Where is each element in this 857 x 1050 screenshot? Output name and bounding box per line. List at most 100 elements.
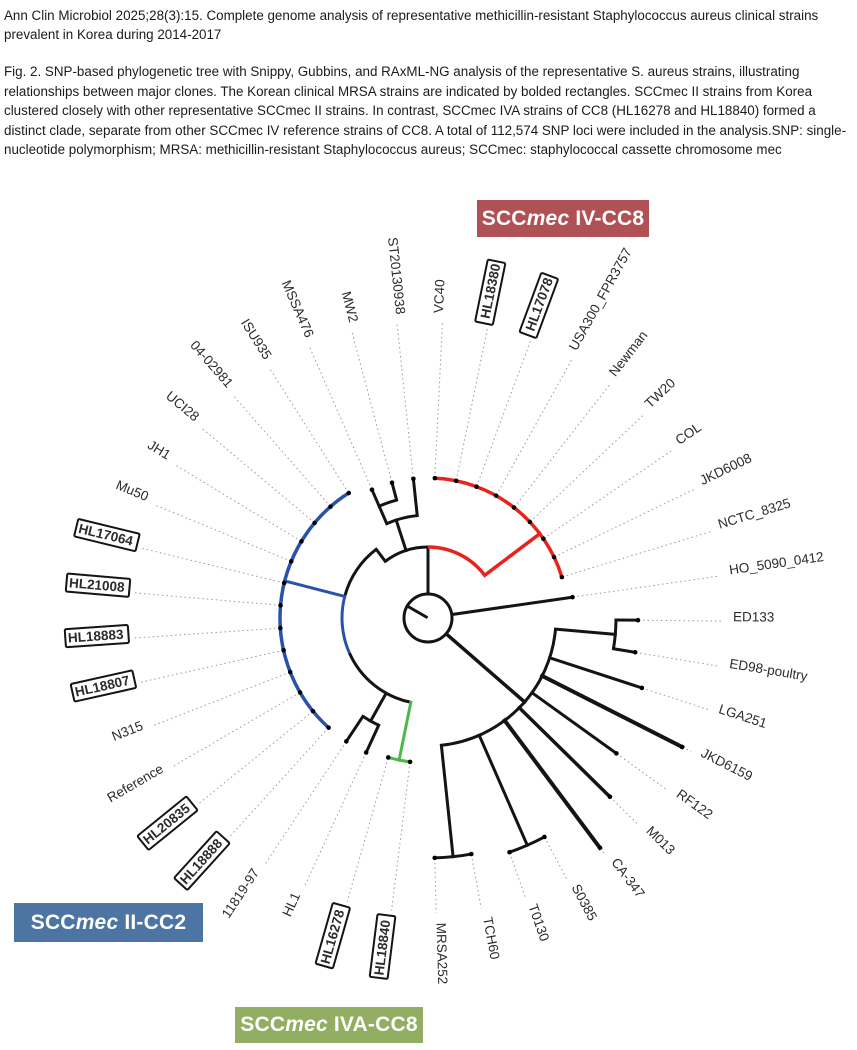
leader-line xyxy=(139,650,279,683)
tip-dot xyxy=(278,625,283,631)
leader-line xyxy=(498,359,572,492)
root-circle xyxy=(402,592,454,644)
tree-branch xyxy=(368,691,389,724)
taxon-name: HL21008 xyxy=(69,575,126,595)
tip-dot xyxy=(432,475,438,481)
leader-line xyxy=(602,851,606,855)
leader-line xyxy=(264,745,344,865)
tip-dot xyxy=(493,493,499,498)
tip-dot xyxy=(639,685,645,691)
tree-branch-arc xyxy=(348,652,412,704)
leader-line xyxy=(434,323,443,474)
taxon-name: VC40 xyxy=(431,279,448,313)
clade-label-sccmec-iva-cc8: SCC mec IVA-CC8 xyxy=(235,1007,423,1043)
leader-line xyxy=(346,762,388,902)
tree-branch xyxy=(501,717,603,851)
tip-dot xyxy=(344,739,349,744)
tip-dot xyxy=(310,708,316,714)
tree-branch-arc xyxy=(509,835,546,854)
tree-branch xyxy=(344,714,365,744)
leader-line xyxy=(269,368,347,490)
tip-dot xyxy=(632,649,638,655)
taxon-name: MRSA252 xyxy=(434,923,451,985)
tip-dot xyxy=(407,759,413,765)
taxon-label-mw2: MW2 xyxy=(339,290,362,324)
taxon-name: HL20835 xyxy=(140,800,193,847)
taxon-label-nctc-8325: NCTC_8325 xyxy=(716,495,792,531)
taxon-name: TW20 xyxy=(642,375,678,411)
tip-dot xyxy=(614,751,619,756)
taxon-label-s0385: S0385 xyxy=(569,882,601,924)
tip-dot xyxy=(507,849,512,855)
taxon-label-mu50: Mu50 xyxy=(114,477,151,504)
taxon-label-hl18807: HL18807 xyxy=(69,669,137,703)
taxon-name: HL18840 xyxy=(372,919,394,976)
taxon-label-uci28: UCI28 xyxy=(163,388,202,424)
taxon-label-vc40: VC40 xyxy=(431,279,448,313)
taxon-label-col: COL xyxy=(673,419,705,447)
taxon-name: Reference xyxy=(105,761,166,805)
tree-branch xyxy=(377,504,389,526)
clade-label-rest: IVA-CC8 xyxy=(327,1013,418,1036)
taxon-name: MW2 xyxy=(339,290,362,324)
korean-strain-box xyxy=(173,830,231,891)
tip-dot xyxy=(281,647,286,653)
taxon-label-jkd6008: JKD6008 xyxy=(697,450,754,488)
taxon-label-newman: Newman xyxy=(606,328,651,379)
tip-dot xyxy=(287,669,293,675)
leader-line xyxy=(510,856,526,897)
taxon-name: ST20130938 xyxy=(385,237,408,315)
clade-label-prefix: SCC xyxy=(481,206,527,230)
clade-label-mec: mec xyxy=(285,1013,328,1036)
leader-line xyxy=(229,731,326,837)
leader-line xyxy=(547,450,672,537)
tree-branch xyxy=(611,646,637,655)
leader-line xyxy=(533,415,644,519)
tree-branch-arc xyxy=(278,491,350,729)
leader-line xyxy=(233,395,328,504)
taxon-label-hl18888: HL18888 xyxy=(173,830,231,891)
taxon-label-lga251: LGA251 xyxy=(717,701,769,731)
taxon-label-m013: M013 xyxy=(643,823,678,857)
tree-branch-arc xyxy=(611,619,618,649)
leader-line xyxy=(134,592,276,606)
tip-dot xyxy=(281,580,287,586)
tip-dot xyxy=(511,505,517,510)
tip-dot xyxy=(541,536,546,542)
tree-branch xyxy=(405,603,429,620)
tree-branch xyxy=(369,487,382,509)
tip-dot xyxy=(432,855,438,861)
clade-label-rest: IV-CC8 xyxy=(569,206,645,230)
tip-dot xyxy=(527,519,533,525)
taxon-name: NCTC_8325 xyxy=(716,495,792,531)
tip-dot xyxy=(570,594,575,600)
tree-branch xyxy=(411,477,419,518)
tree-branch xyxy=(397,700,413,762)
taxon-label-ed98-poultry: ED98-poultry xyxy=(728,656,808,684)
tip-dot xyxy=(597,845,603,851)
taxon-label-reference: Reference xyxy=(105,761,166,805)
taxon-name: S0385 xyxy=(569,882,601,924)
tree-branch xyxy=(374,547,388,564)
tree-branch xyxy=(516,705,613,800)
tip-dot xyxy=(328,504,333,509)
taxon-name: ED133 xyxy=(733,609,774,624)
taxon-name: HL16278 xyxy=(318,908,348,966)
clade-label-sccmec-ii-cc2: SCC mec II-CC2 xyxy=(14,903,203,942)
taxon-label-hl18380: HL18380 xyxy=(474,258,507,326)
korean-strain-box xyxy=(63,624,130,649)
leader-line xyxy=(566,531,711,577)
tree-branch-arc xyxy=(434,476,564,578)
leader-line xyxy=(133,627,276,639)
taxon-label-ed133: ED133 xyxy=(733,609,774,624)
taxon-label-tw20: TW20 xyxy=(642,375,678,411)
tree-branch xyxy=(482,531,543,578)
tip-dot xyxy=(363,750,369,755)
taxon-label-mssa476: MSSA476 xyxy=(279,278,317,340)
taxon-label-ca-347: CA-347 xyxy=(608,855,647,901)
korean-strain-box xyxy=(368,913,397,980)
taxon-name: Mu50 xyxy=(114,477,151,504)
taxon-label-rf122: RF122 xyxy=(674,786,716,822)
